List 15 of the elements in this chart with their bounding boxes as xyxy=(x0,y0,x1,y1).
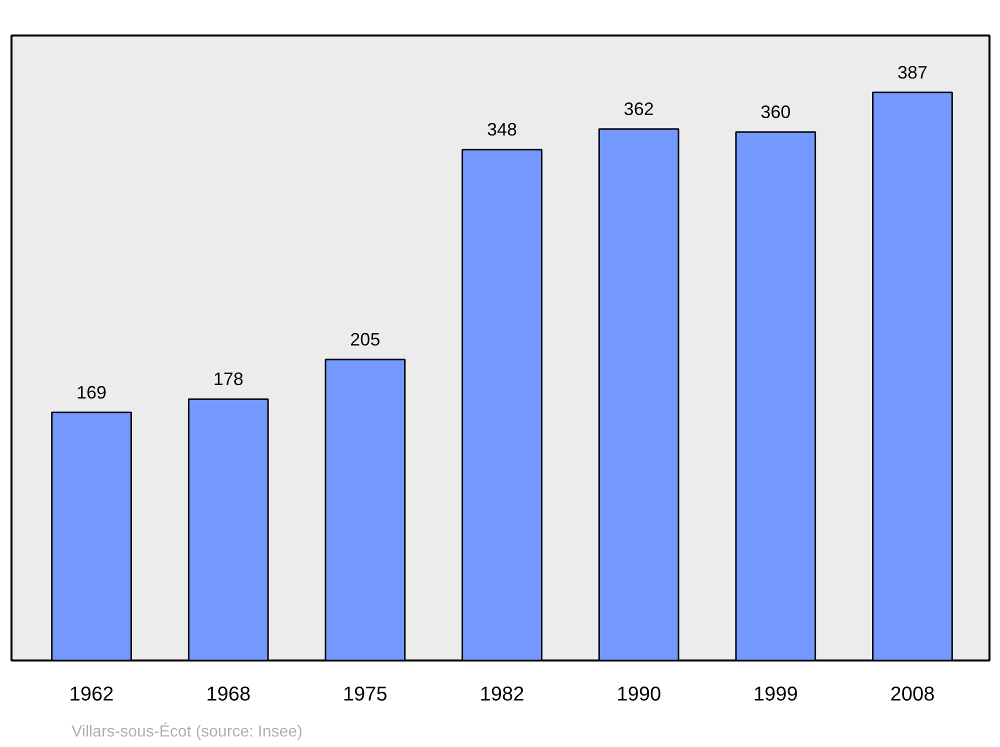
data-label: 348 xyxy=(486,120,518,140)
x-tick-label: 1968 xyxy=(206,684,251,706)
data-label: 178 xyxy=(213,369,244,390)
x-tick-label: 1962 xyxy=(69,684,114,706)
x-tick-label: 1999 xyxy=(753,684,798,706)
data-label: 362 xyxy=(624,99,654,120)
data-label: 387 xyxy=(897,62,928,82)
data-label: 169 xyxy=(76,382,107,402)
x-tick-label: 2008 xyxy=(890,684,935,706)
x-tick-label: 1975 xyxy=(342,684,388,706)
x-tick-label: 1990 xyxy=(616,684,662,706)
x-tick-label: 1982 xyxy=(480,684,524,706)
text: Villars-sous-Écot (source: Insee) xyxy=(72,722,302,740)
data-label: 205 xyxy=(350,330,380,350)
data-label: 360 xyxy=(760,102,791,122)
